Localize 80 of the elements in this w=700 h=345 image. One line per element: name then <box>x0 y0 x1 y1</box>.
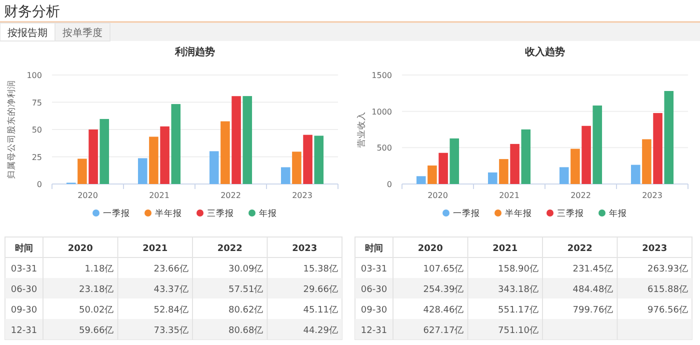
legend-label: 年报 <box>609 208 627 219</box>
category-label: 2021 <box>492 244 518 254</box>
data-label: 80.62亿 <box>228 304 264 316</box>
y-tick-label: 1500 <box>372 71 392 80</box>
data-label: 44.29亿 <box>303 325 338 336</box>
legend-label: 三季报 <box>557 208 584 219</box>
data-label: 50.02亿 <box>78 304 114 316</box>
y-tick-label: 25 <box>32 152 42 162</box>
legend-label: 一季报 <box>453 208 480 219</box>
data-label: 1.18亿 <box>84 264 114 274</box>
category-label: 2020 <box>418 244 443 254</box>
data-label: 484.48亿 <box>572 284 614 295</box>
x-tick-label: 2022 <box>220 191 241 200</box>
data-label: 799.76亿 <box>572 304 614 316</box>
y-tick-label: 50 <box>32 126 42 134</box>
data-label: 158.90亿 <box>498 264 538 274</box>
category-label: 2020 <box>68 244 93 254</box>
y-tick-label: 0 <box>36 180 42 189</box>
text: 12-31 <box>10 326 38 336</box>
text: 09-30 <box>360 306 388 316</box>
category-label: 2021 <box>142 244 168 254</box>
legend-label: 三季报 <box>207 208 234 219</box>
category-label: 2023 <box>292 244 318 254</box>
data-label: 29.66亿 <box>303 284 338 295</box>
y-tick-label: 0 <box>386 180 392 189</box>
text: 时间 <box>365 243 383 254</box>
data-label: 615.88亿 <box>648 284 688 295</box>
data-label: 343.18亿 <box>498 284 538 295</box>
data-label: 57.51亿 <box>228 284 264 295</box>
data-label: 15.38亿 <box>303 264 338 274</box>
x-tick-label: 2023 <box>642 191 662 200</box>
legend-label: 半年报 <box>505 208 532 219</box>
text: 时间 <box>15 243 33 254</box>
data-label: 627.17亿 <box>423 325 464 336</box>
data-label: 551.17亿 <box>498 304 538 316</box>
data-label: 231.45亿 <box>572 264 614 274</box>
data-label: 976.56亿 <box>648 304 688 316</box>
data-label: 52.84亿 <box>154 304 188 316</box>
text: 03-31 <box>360 264 388 274</box>
text: 按单季度 <box>62 27 102 39</box>
x-tick-label: 2020 <box>78 191 98 200</box>
legend-label: 一季报 <box>103 208 130 219</box>
data-label: 23.66亿 <box>154 264 188 274</box>
data-label: 30.09亿 <box>228 264 264 274</box>
data-label: 751.10亿 <box>498 325 538 336</box>
text: 03-31 <box>10 264 38 274</box>
y-axis-title: 营业收入 <box>356 112 367 148</box>
legend-label: 年报 <box>259 208 277 219</box>
x-tick-label: 2021 <box>499 191 520 200</box>
data-label: 43.37亿 <box>154 284 188 295</box>
text: 财务分析 <box>4 4 60 20</box>
data-label: 107.65亿 <box>423 264 464 274</box>
data-label: 59.66亿 <box>78 325 114 336</box>
data-label: 45.11亿 <box>303 304 338 316</box>
x-tick-label: 2023 <box>292 191 312 200</box>
x-tick-label: 2020 <box>428 191 448 200</box>
text: 09-30 <box>10 306 38 316</box>
text: 12-31 <box>360 326 388 336</box>
y-tick-label: 500 <box>376 144 392 153</box>
chart-title: 收入趋势 <box>525 46 565 58</box>
data-label: 23.18亿 <box>78 284 114 295</box>
y-tick-label: 1000 <box>372 107 392 116</box>
text: 按报告期 <box>8 27 48 39</box>
x-tick-label: 2022 <box>570 191 591 200</box>
chart-title: 利润趋势 <box>174 46 215 58</box>
data-label: 428.46亿 <box>423 304 464 316</box>
category-label: 2022 <box>217 244 242 254</box>
y-tick-label: 100 <box>26 71 42 80</box>
y-axis-title: 归属母公司股东的净利润 <box>6 80 17 179</box>
text: 06-30 <box>10 285 38 295</box>
legend-label: 半年报 <box>155 208 182 219</box>
category-label: 2022 <box>567 244 592 254</box>
data-label: 73.35亿 <box>154 325 188 336</box>
category-label: 2023 <box>642 244 668 254</box>
data-label: 80.68亿 <box>228 325 264 336</box>
data-label: 263.93亿 <box>648 264 688 274</box>
x-tick-label: 2021 <box>149 191 170 200</box>
data-label: 254.39亿 <box>423 284 464 295</box>
text: 06-30 <box>360 285 388 295</box>
y-tick-label: 75 <box>32 98 42 108</box>
